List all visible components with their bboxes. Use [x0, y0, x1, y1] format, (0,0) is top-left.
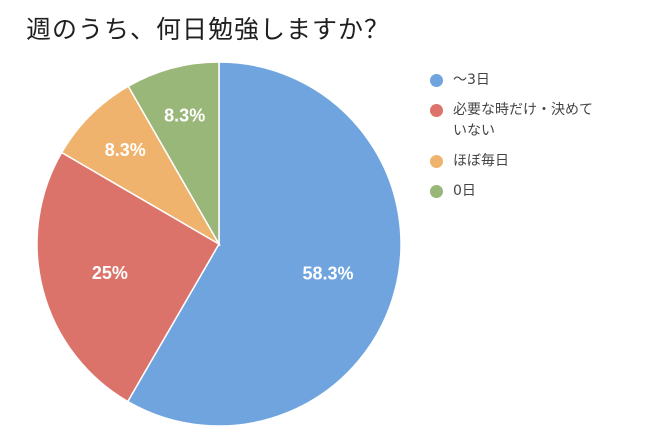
- legend-item-3: 0日: [430, 181, 650, 202]
- legend-swatch-1: [430, 104, 443, 117]
- legend-label-2: ほぼ毎日: [453, 153, 509, 169]
- legend-item-0: 〜3日: [430, 70, 650, 91]
- legend-label-0: 〜3日: [453, 72, 490, 88]
- legend-item-1: 必要な時だけ・決めていない: [430, 100, 650, 142]
- legend-label-1: 必要な時だけ・決めていない: [453, 102, 593, 139]
- legend-swatch-0: [430, 74, 443, 87]
- legend-label-3: 0日: [453, 183, 476, 199]
- pie-slice-1: [36, 151, 221, 403]
- pie-slice-2: [60, 85, 222, 247]
- slice-label-0: 58.3%: [302, 263, 353, 283]
- legend-swatch-2: [430, 155, 443, 168]
- slice-label-3: 8.3%: [164, 106, 205, 126]
- legend: 〜3日 必要な時だけ・決めていない ほぼ毎日 0日: [430, 70, 650, 211]
- chart-title: 週のうち、何日勉強しますか？: [26, 15, 391, 44]
- slice-label-1: 25%: [92, 263, 128, 283]
- slice-label-2: 8.3%: [105, 140, 146, 160]
- pie-slice-0: [126, 61, 402, 427]
- legend-swatch-3: [430, 185, 443, 198]
- pie-slice-3: [127, 61, 220, 247]
- legend-item-2: ほぼ毎日: [430, 151, 650, 172]
